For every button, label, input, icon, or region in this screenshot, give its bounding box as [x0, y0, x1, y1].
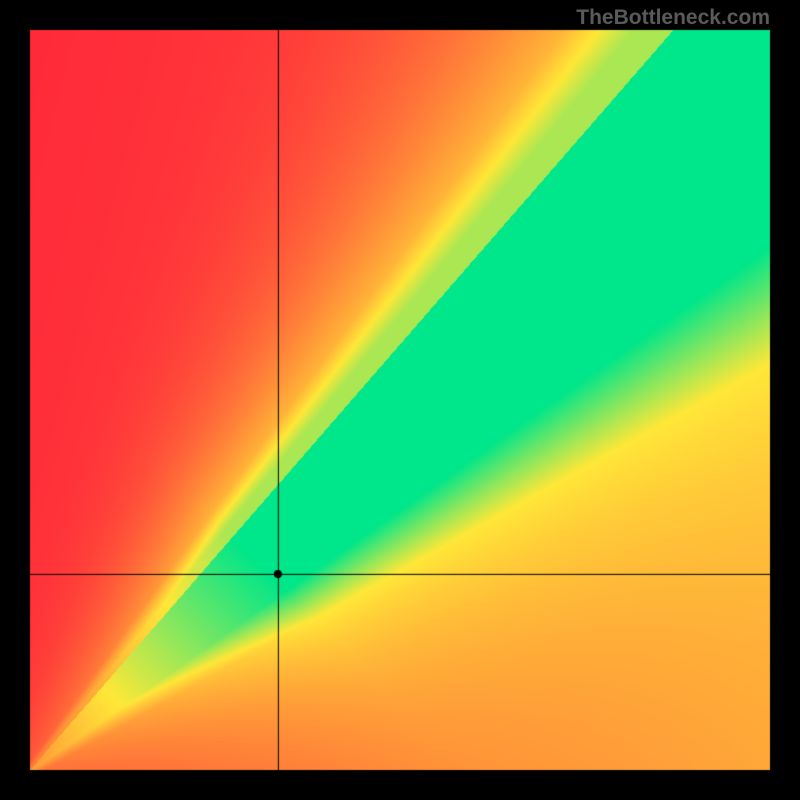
watermark-text: TheBottleneck.com — [576, 6, 770, 30]
heatmap-canvas — [0, 0, 800, 800]
chart-container: TheBottleneck.com — [0, 0, 800, 800]
